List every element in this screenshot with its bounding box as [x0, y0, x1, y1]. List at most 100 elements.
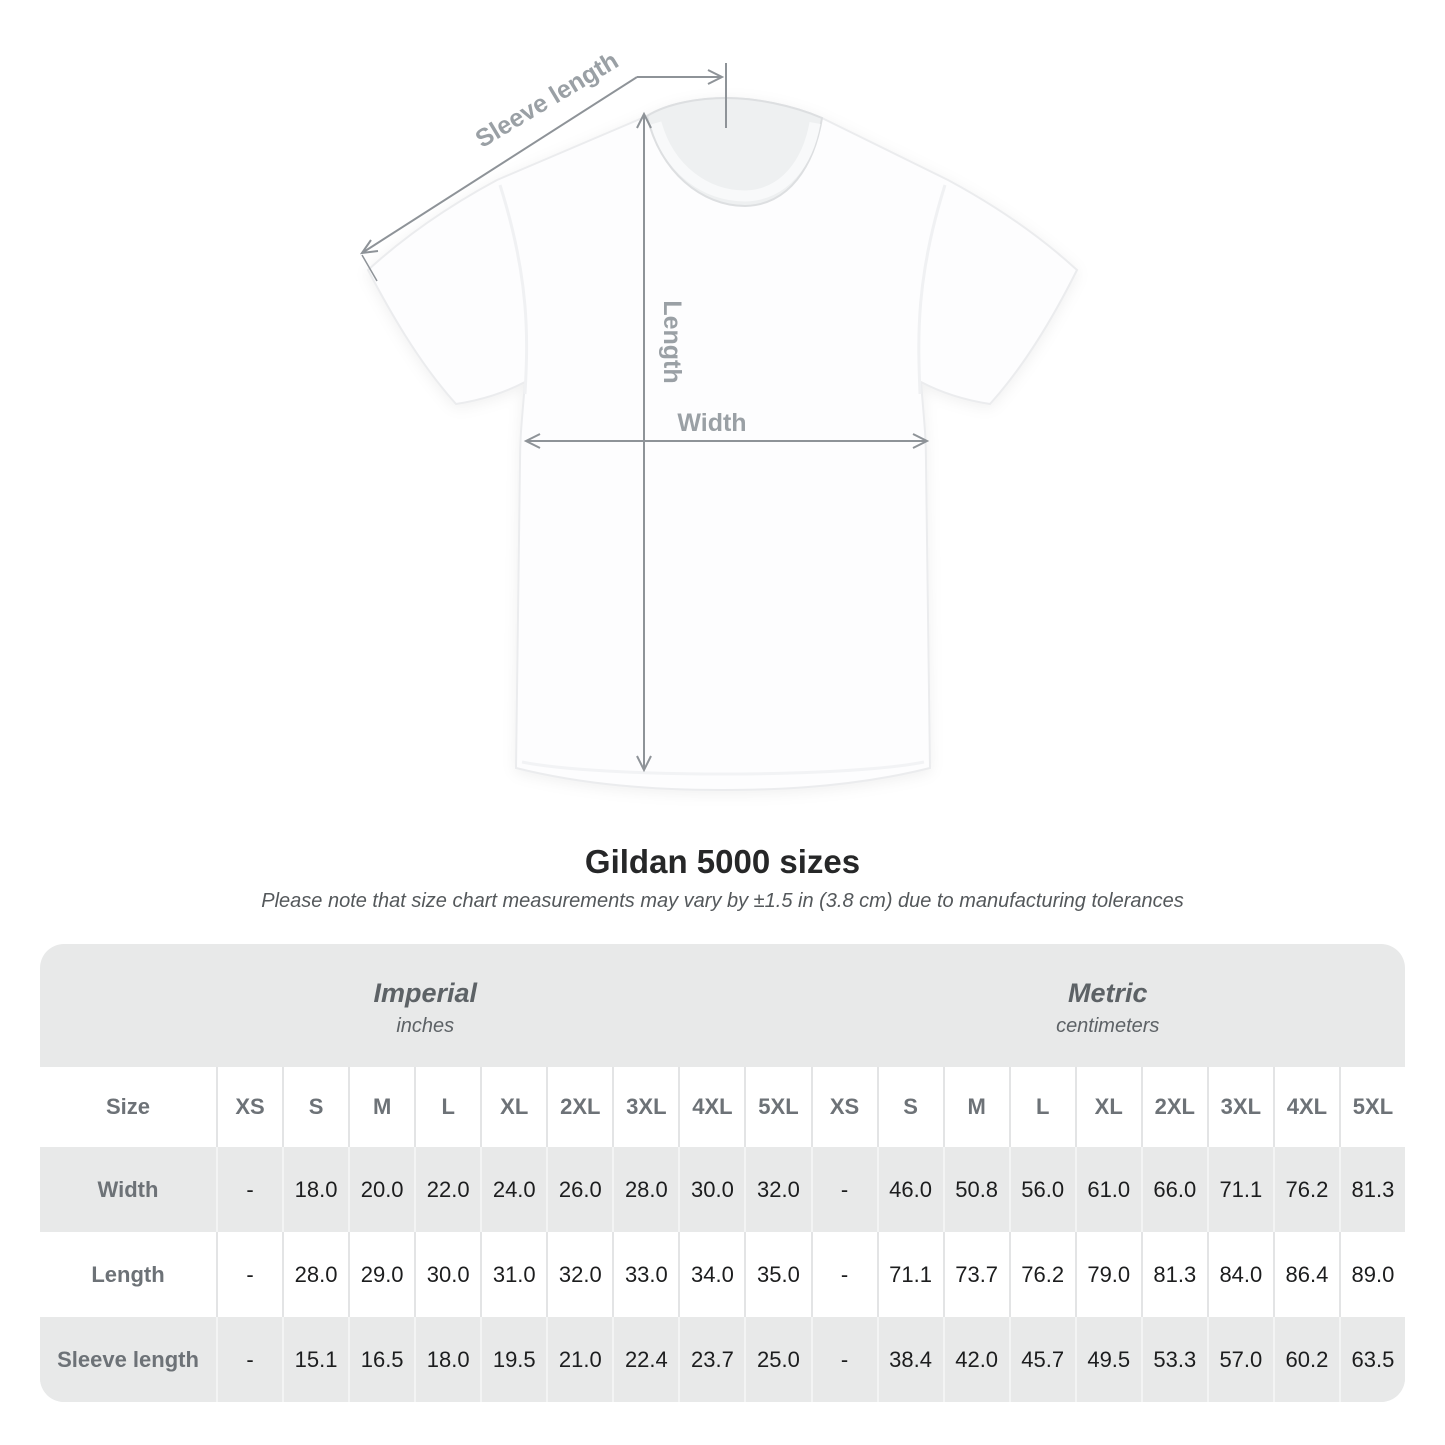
width-arrow	[523, 433, 930, 449]
size-column-header: S	[282, 1067, 349, 1147]
sleeve-length-arrow	[359, 63, 727, 282]
table-cell: 71.1	[1206, 1147, 1273, 1232]
table-cell: 32.0	[744, 1147, 811, 1232]
imperial-title: Imperial	[373, 977, 478, 1008]
tshirt-graphic	[366, 96, 1079, 792]
tolerance-note: Please note that size chart measurements…	[261, 890, 1184, 912]
table-cell: 45.7	[1008, 1317, 1075, 1402]
width-row: Width - 18.0 20.0 22.0 24.0 26.0 28.0 30…	[40, 1147, 1405, 1232]
size-column-header: XL	[480, 1067, 547, 1147]
table-cell: 31.0	[480, 1232, 547, 1317]
size-column-header: 4XL	[1272, 1067, 1339, 1147]
size-column-header: 2XL	[1140, 1067, 1207, 1147]
metric-title: Metric	[1067, 977, 1148, 1008]
table-cell: 23.7	[678, 1317, 745, 1402]
table-cell: 21.0	[546, 1317, 613, 1402]
table-cell: 15.1	[282, 1317, 349, 1402]
collar-band	[650, 121, 821, 202]
table-cell: 76.2	[1272, 1147, 1339, 1232]
size-column-header: 5XL	[1338, 1067, 1405, 1147]
length-row: Length - 28.0 29.0 30.0 31.0 32.0 33.0 3…	[40, 1232, 1405, 1317]
table-cell: 81.3	[1338, 1147, 1405, 1232]
width-label: Width	[677, 409, 746, 437]
size-column-header: XL	[1074, 1067, 1141, 1147]
unit-header-row: Imperial inches Metric centimeters	[40, 944, 1405, 1067]
table-cell: -	[216, 1232, 283, 1317]
table-cell: 38.4	[876, 1317, 943, 1402]
row-label: Sleeve length	[40, 1317, 216, 1402]
size-table: Imperial inches Metric centimeters Size …	[40, 944, 1405, 1402]
table-cell: 16.5	[348, 1317, 415, 1402]
table-cell: 61.0	[1074, 1147, 1141, 1232]
measurement-lines	[359, 63, 930, 773]
table-cell: 25.0	[744, 1317, 811, 1402]
size-column-header: M	[942, 1067, 1009, 1147]
table-cell: 18.0	[282, 1147, 349, 1232]
table-cell: -	[216, 1317, 283, 1402]
table-cell: 60.2	[1272, 1317, 1339, 1402]
tshirt-body	[366, 96, 1079, 792]
table-cell: 18.0	[414, 1317, 481, 1402]
table-cell: 26.0	[546, 1147, 613, 1232]
imperial-section-header: Imperial inches	[40, 944, 811, 1067]
table-cell: 49.5	[1074, 1317, 1141, 1402]
table-cell: 56.0	[1008, 1147, 1075, 1232]
right-sleeve-seam	[917, 184, 947, 395]
size-column-header: 5XL	[744, 1067, 811, 1147]
table-cell: 50.8	[942, 1147, 1009, 1232]
table-cell: 20.0	[348, 1147, 415, 1232]
table-cell: 84.0	[1206, 1232, 1273, 1317]
size-header-row: Size XS S M L XL 2XL 3XL 4XL 5XL XS S M …	[40, 1067, 1405, 1147]
tshirt-measurement-diagram: Sleeve length Length Width	[359, 46, 1079, 792]
table-cell: 76.2	[1008, 1232, 1075, 1317]
size-column-header: 4XL	[678, 1067, 745, 1147]
table-cell: -	[810, 1147, 877, 1232]
table-cell: 29.0	[348, 1232, 415, 1317]
size-column-header: XS	[810, 1067, 877, 1147]
left-sleeve-seam	[498, 184, 529, 395]
table-cell: 22.4	[612, 1317, 679, 1402]
table-cell: -	[810, 1232, 877, 1317]
table-cell: 35.0	[744, 1232, 811, 1317]
table-cell: 57.0	[1206, 1317, 1273, 1402]
table-cell: 22.0	[414, 1147, 481, 1232]
row-label: Width	[40, 1147, 216, 1232]
table-cell: 73.7	[942, 1232, 1009, 1317]
size-column-label: Size	[40, 1067, 216, 1147]
table-cell: 30.0	[414, 1232, 481, 1317]
table-cell: 28.0	[612, 1147, 679, 1232]
hem-seam	[521, 760, 925, 776]
size-column-header: M	[348, 1067, 415, 1147]
table-cell: 63.5	[1338, 1317, 1405, 1402]
table-cell: 28.0	[282, 1232, 349, 1317]
size-column-header: XS	[216, 1067, 283, 1147]
table-cell: 33.0	[612, 1232, 679, 1317]
length-label: Length	[658, 300, 686, 383]
size-column-header: 3XL	[1206, 1067, 1273, 1147]
table-cell: 86.4	[1272, 1232, 1339, 1317]
imperial-unit: inches	[396, 1014, 455, 1037]
row-label: Length	[40, 1232, 216, 1317]
table-cell: 32.0	[546, 1232, 613, 1317]
size-column-header: L	[414, 1067, 481, 1147]
table-cell: 71.1	[876, 1232, 943, 1317]
table-cell: 53.3	[1140, 1317, 1207, 1402]
metric-unit: centimeters	[1056, 1014, 1160, 1037]
table-cell: 89.0	[1338, 1232, 1405, 1317]
table-cell: 30.0	[678, 1147, 745, 1232]
size-column-header: L	[1008, 1067, 1075, 1147]
table-cell: 66.0	[1140, 1147, 1207, 1232]
table-cell: -	[810, 1317, 877, 1402]
table-cell: 46.0	[876, 1147, 943, 1232]
metric-section-header: Metric centimeters	[811, 944, 1406, 1067]
table-cell: 19.5	[480, 1317, 547, 1402]
table-cell: -	[216, 1147, 283, 1232]
size-column-header: 3XL	[612, 1067, 679, 1147]
size-column-header: 2XL	[546, 1067, 613, 1147]
page-title: Gildan 5000 sizes	[584, 843, 861, 880]
table-cell: 34.0	[678, 1232, 745, 1317]
table-cell: 79.0	[1074, 1232, 1141, 1317]
size-column-header: S	[876, 1067, 943, 1147]
sleeve-length-row: Sleeve length - 15.1 16.5 18.0 19.5 21.0…	[40, 1317, 1405, 1402]
table-cell: 24.0	[480, 1147, 547, 1232]
